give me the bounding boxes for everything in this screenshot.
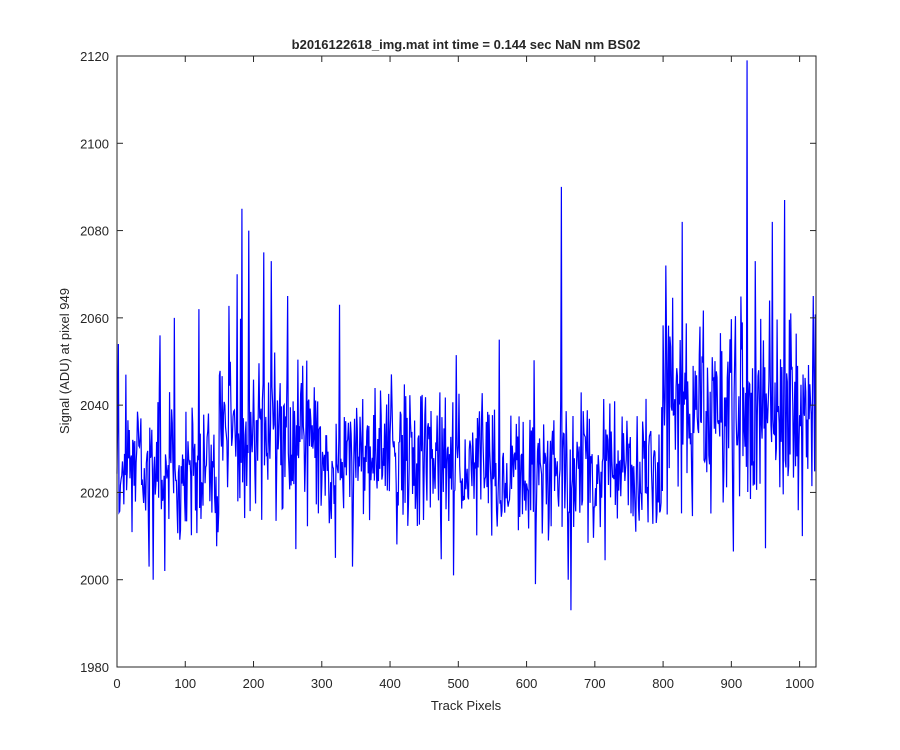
- x-tick-label: 900: [721, 676, 743, 691]
- axes-layer: 0 100 200 300 400 500 600 700 800 900 1000 1980 2000…: [80, 49, 816, 691]
- x-tick-label: 700: [584, 676, 606, 691]
- x-tick-label: 0: [113, 676, 120, 691]
- x-axis-label: Track Pixels: [431, 698, 502, 713]
- y-tick-label: 2100: [80, 136, 109, 151]
- y-tick-label: 2000: [80, 573, 109, 588]
- y-tick-label: 2080: [80, 224, 109, 239]
- y-tick-label: 2020: [80, 485, 109, 500]
- plot-frame: [116, 55, 817, 668]
- chart-title: b2016122618_img.mat int time = 0.144 sec…: [292, 37, 641, 52]
- x-tick-label: 300: [311, 676, 333, 691]
- x-tick-label: 100: [174, 676, 196, 691]
- y-tick-label: 2040: [80, 398, 109, 413]
- x-tick-label: 600: [516, 676, 538, 691]
- y-tick-label: 1980: [80, 660, 109, 675]
- x-tick-label: 500: [447, 676, 469, 691]
- x-tick-label: 800: [652, 676, 674, 691]
- x-tick-label: 1000: [785, 676, 814, 691]
- y-tick-label: 2120: [80, 49, 109, 64]
- data-layer: [116, 60, 816, 611]
- series-line: [116, 60, 816, 611]
- plot-area: [117, 56, 816, 667]
- x-tick-label: 200: [243, 676, 265, 691]
- y-tick-label: 2060: [80, 311, 109, 326]
- y-axis-label: Signal (ADU) at pixel 949: [57, 288, 72, 434]
- x-tick-label: 400: [379, 676, 401, 691]
